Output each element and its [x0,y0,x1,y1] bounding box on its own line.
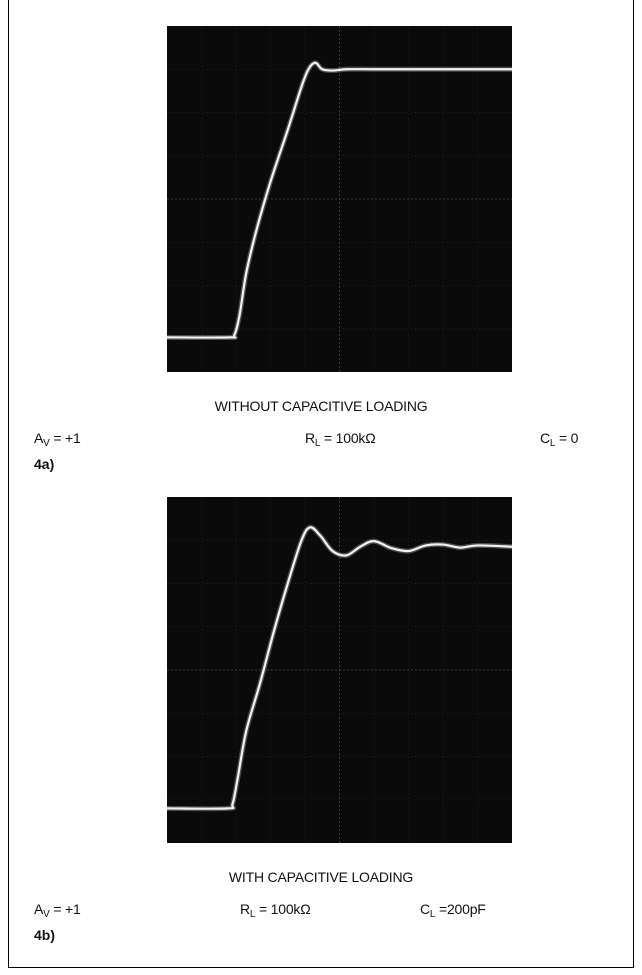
condition-cl-a: CL = 0 [540,430,579,449]
figure-label-a: 4a) [34,456,55,472]
trace-line-b [167,526,512,810]
scope-screen-b [167,497,512,843]
condition-rl-b: RL = 100kΩ [240,901,311,920]
scope-screen-a [167,26,512,372]
figure-label-b: 4b) [34,927,55,943]
condition-av-a: AV = +1 [34,430,81,449]
graticule-a [167,26,512,372]
scope-plot-a [167,26,512,372]
condition-av-b: AV = +1 [34,901,81,920]
figure-frame [8,0,634,968]
scope-plot-b [167,497,512,843]
condition-rl-a: RL = 100kΩ [305,430,376,449]
caption-b: WITH CAPACITIVE LOADING [228,869,414,885]
condition-cl-b: CL =200pF [420,901,486,920]
caption-a: WITHOUT CAPACITIVE LOADING [214,398,428,414]
trace-line-a [167,61,512,339]
